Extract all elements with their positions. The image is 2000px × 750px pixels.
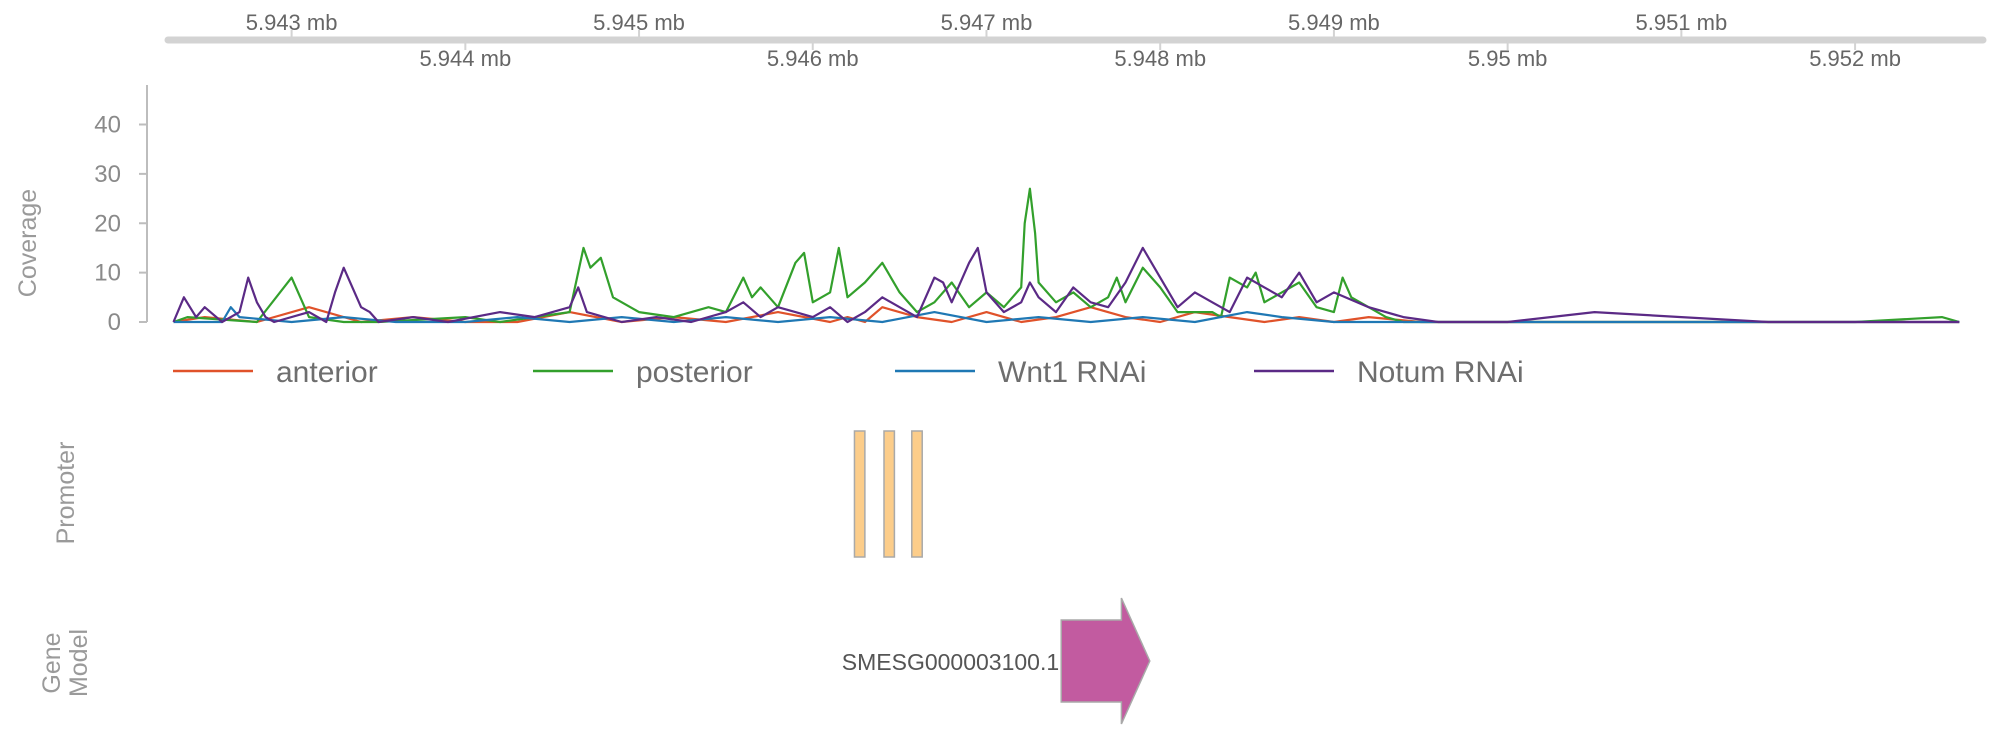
gene-label: SMESG000003100.1 [842, 649, 1059, 675]
axis-tick-label-bottom: 5.946 mb [767, 46, 859, 71]
legend-label-posterior: posterior [636, 356, 753, 389]
axis-tick-label-top: 5.943 mb [246, 10, 338, 35]
coverage-series [172, 187, 1960, 324]
coverage-y-tick-label: 0 [108, 309, 121, 336]
axis-tick-label-bottom: 5.944 mb [419, 46, 511, 71]
coverage-track: Coverage 0 10 20 30 40 [14, 85, 1960, 336]
promoter-track-title: Promoter [52, 442, 80, 545]
promoter-region [911, 430, 923, 558]
axis-tick-label-bottom: 5.95 mb [1468, 46, 1548, 71]
promoter-regions [853, 430, 923, 558]
coverage-y-ticks: 0 10 20 30 40 [94, 112, 147, 336]
coverage-y-tick-label: 10 [94, 260, 121, 287]
axis-tick-label-top: 5.945 mb [593, 10, 685, 35]
legend-label-wnt1-rnai: Wnt1 RNAi [998, 356, 1146, 389]
legend-label-notum-rnai: Notum RNAi [1357, 356, 1524, 389]
coverage-line-posterior [173, 187, 1960, 324]
axis-tick-label-top: 5.947 mb [941, 10, 1033, 35]
promoter-track: Promoter [52, 430, 923, 558]
coverage-y-tick-label: 40 [94, 112, 121, 139]
legend-label-anterior: anterior [276, 356, 378, 389]
legend: anterior posterior Wnt1 RNAi Notum RNAi [173, 356, 1524, 389]
axis-tick-label-bottom: 5.952 mb [1809, 46, 1901, 71]
axis-tick-label-top: 5.951 mb [1635, 10, 1727, 35]
gene-arrow [1060, 597, 1151, 725]
axis-tick-label-bottom: 5.948 mb [1114, 46, 1206, 71]
promoter-region [853, 430, 866, 558]
gene-model-track: Gene Model SMESG000003100.1 [38, 597, 1151, 725]
promoter-region [883, 430, 896, 558]
genome-axis: 5.943 mb 5.945 mb 5.947 mb 5.949 mb 5.951 mb… [164, 10, 1987, 71]
coverage-line-notum-rnai [172, 246, 1960, 324]
gene-model-title-line1: Gene [38, 632, 66, 693]
gene-models: SMESG000003100.1 [842, 597, 1151, 725]
genome-axis-ticks: 5.943 mb 5.945 mb 5.947 mb 5.949 mb 5.951 mb… [246, 10, 1901, 71]
gene-model-title-line2: Model [65, 629, 93, 697]
coverage-track-title: Coverage [14, 189, 42, 297]
coverage-y-tick-label: 20 [94, 210, 121, 237]
coverage-y-tick-label: 30 [94, 161, 121, 188]
axis-tick-label-top: 5.949 mb [1288, 10, 1380, 35]
